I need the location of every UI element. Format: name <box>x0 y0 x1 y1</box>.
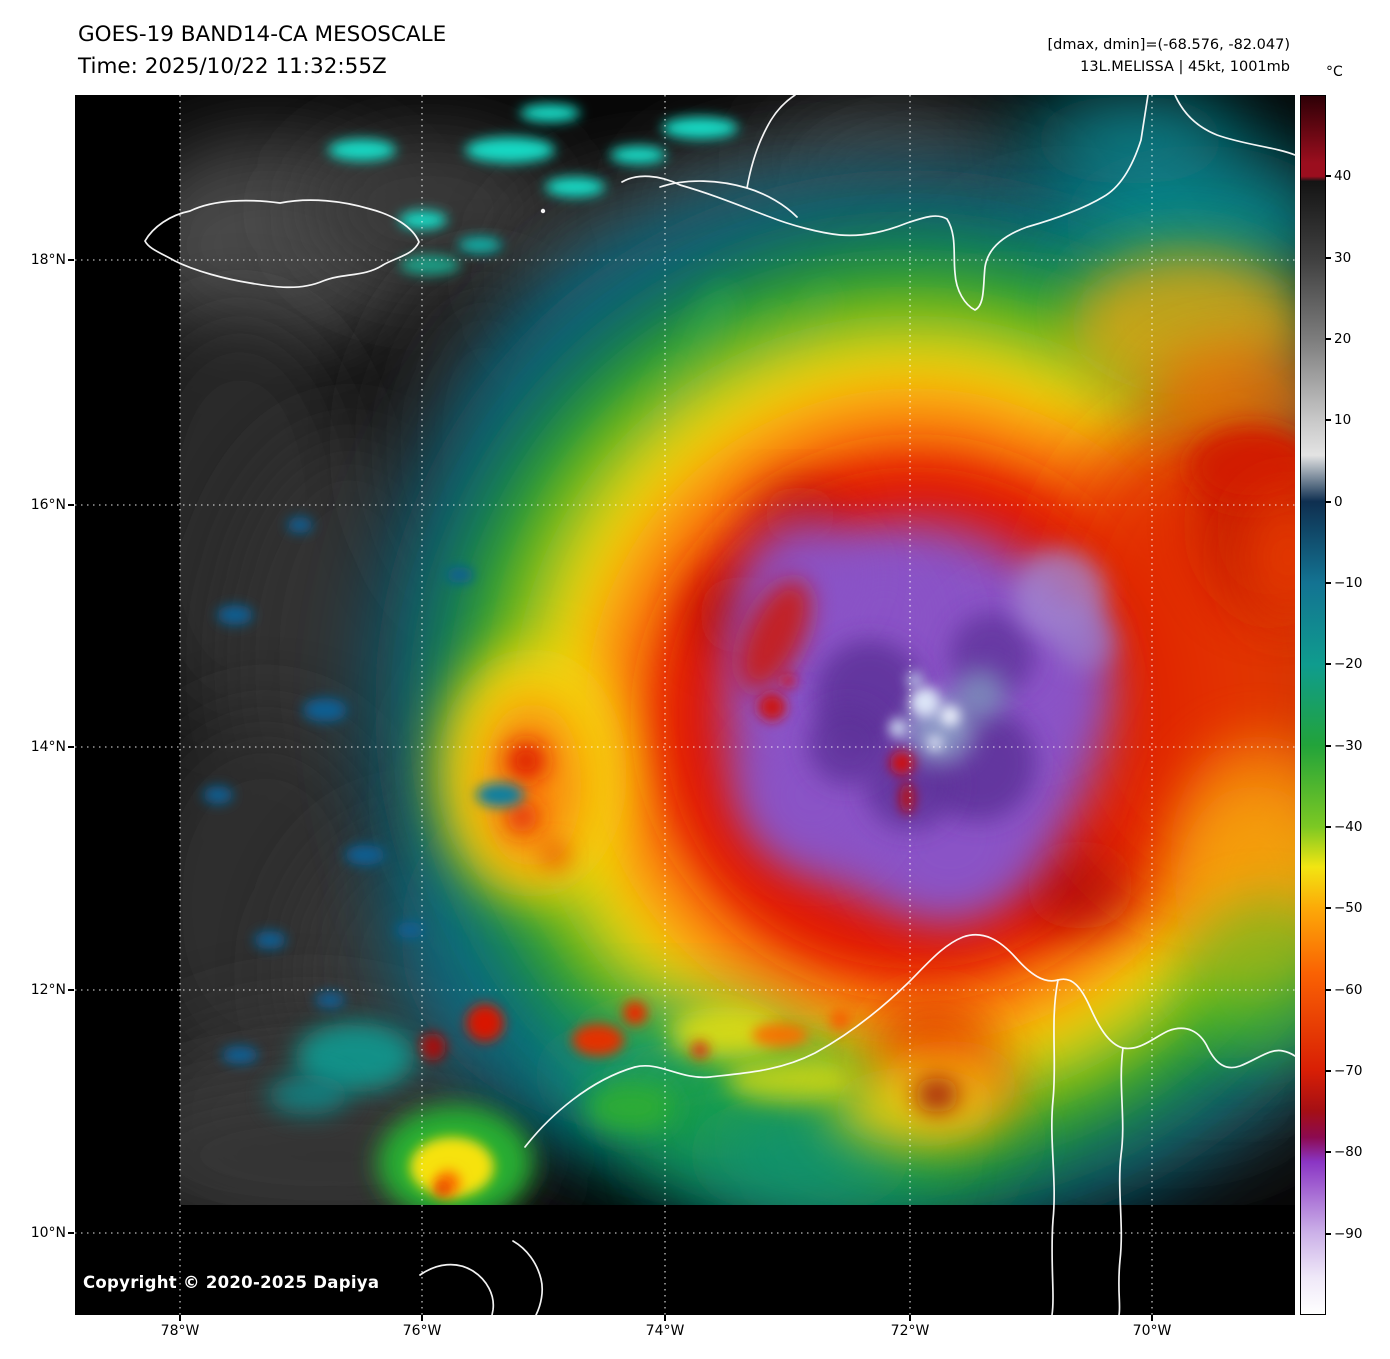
west-convective-band <box>437 648 627 898</box>
coastline-hispaniola-south <box>621 95 1149 311</box>
coastline-gulf-venezuela-east <box>1118 1047 1124 1315</box>
colorbar-tick-label: −20 <box>1334 656 1363 672</box>
coastlines <box>144 95 1295 1315</box>
tick-mark <box>1326 257 1331 259</box>
tick-mark <box>1326 582 1331 584</box>
colorbar-tick-label: −60 <box>1334 982 1363 998</box>
coastline-gulf-venezuela-west <box>1051 979 1059 1315</box>
tick-mark <box>68 746 74 748</box>
colorbar-tick-label: 40 <box>1334 168 1352 184</box>
lat-label: 10°N <box>30 1225 66 1241</box>
tick-mark <box>664 1315 666 1321</box>
plot-time: Time: 2025/10/22 11:32:55Z <box>78 54 387 79</box>
tick-mark <box>1326 338 1331 340</box>
colorbar-unit-label: °C <box>1326 64 1343 80</box>
tick-mark <box>1326 663 1331 665</box>
coastline-haiti-west <box>746 95 796 189</box>
tick-mark <box>1326 175 1331 177</box>
lon-label: 74°W <box>645 1323 685 1339</box>
coastline-colombia-west-2 <box>512 1240 544 1315</box>
lon-label: 76°W <box>402 1323 442 1339</box>
tick-mark <box>68 504 74 506</box>
tick-mark <box>1326 419 1331 421</box>
lat-label: 14°N <box>30 739 66 755</box>
gridlines <box>75 95 1295 1315</box>
coastline-colombia-west <box>419 1263 495 1315</box>
coastline-south-america <box>524 933 1295 1148</box>
map-overlay <box>75 95 1295 1315</box>
lat-label: 12°N <box>30 982 66 998</box>
small-island <box>540 208 546 214</box>
colorbar-tick-label: −70 <box>1334 1063 1363 1079</box>
colorbar-tick-label: −30 <box>1334 738 1363 754</box>
storm-info-readout: 13L.MELISSA | 45kt, 1001mb <box>1080 59 1290 75</box>
lat-label: 16°N <box>30 497 66 513</box>
tick-mark <box>1326 745 1331 747</box>
tick-mark <box>1326 989 1331 991</box>
cloud-specks <box>203 104 738 1064</box>
lat-label: 18°N <box>30 252 66 268</box>
colorbar-tick-label: −40 <box>1334 819 1363 835</box>
colorbar-gradient <box>1300 95 1326 1315</box>
coastline-top-right <box>1174 95 1295 156</box>
tick-mark <box>1326 907 1331 909</box>
tick-mark <box>68 989 74 991</box>
storm-core <box>725 520 1115 920</box>
tick-mark <box>1326 826 1331 828</box>
info-block: [dmax, dmin]=(-68.576, -82.047) 13L.MELI… <box>1048 34 1291 78</box>
tick-mark <box>1151 1315 1153 1321</box>
colorbar-tick-label: 0 <box>1334 494 1343 510</box>
lon-label: 78°W <box>160 1323 200 1339</box>
tick-mark <box>179 1315 181 1321</box>
colorbar-tick-label: −80 <box>1334 1144 1363 1160</box>
coastline-jamaica <box>144 199 420 289</box>
tick-mark <box>421 1315 423 1321</box>
tick-mark <box>1326 501 1331 503</box>
colorbar-tick-label: 10 <box>1334 412 1352 428</box>
plot-title: GOES-19 BAND14-CA MESOSCALE <box>78 22 447 47</box>
lon-label: 72°W <box>890 1323 930 1339</box>
colorbar-tick-label: 30 <box>1334 250 1352 266</box>
tick-mark <box>68 259 74 261</box>
colorbar-tick-label: −10 <box>1334 575 1363 591</box>
colorbar-tick-label: −50 <box>1334 900 1363 916</box>
tick-mark <box>1326 1151 1331 1153</box>
colorbar-tick-label: 20 <box>1334 331 1352 347</box>
tick-mark <box>909 1315 911 1321</box>
tick-mark <box>1326 1233 1331 1235</box>
dmax-dmin-readout: [dmax, dmin]=(-68.576, -82.047) <box>1047 37 1291 53</box>
lon-label: 70°W <box>1132 1323 1172 1339</box>
map-plot-area: Copyright © 2020-2025 Dapiya <box>75 95 1295 1315</box>
coastline-haiti-north-peninsula <box>659 180 798 218</box>
colorbar-tick-label: −90 <box>1334 1226 1363 1242</box>
tick-mark <box>68 1232 74 1234</box>
copyright-text: Copyright © 2020-2025 Dapiya <box>83 1273 380 1292</box>
tick-mark <box>1326 1070 1331 1072</box>
south-rainbands <box>268 1001 1020 1205</box>
